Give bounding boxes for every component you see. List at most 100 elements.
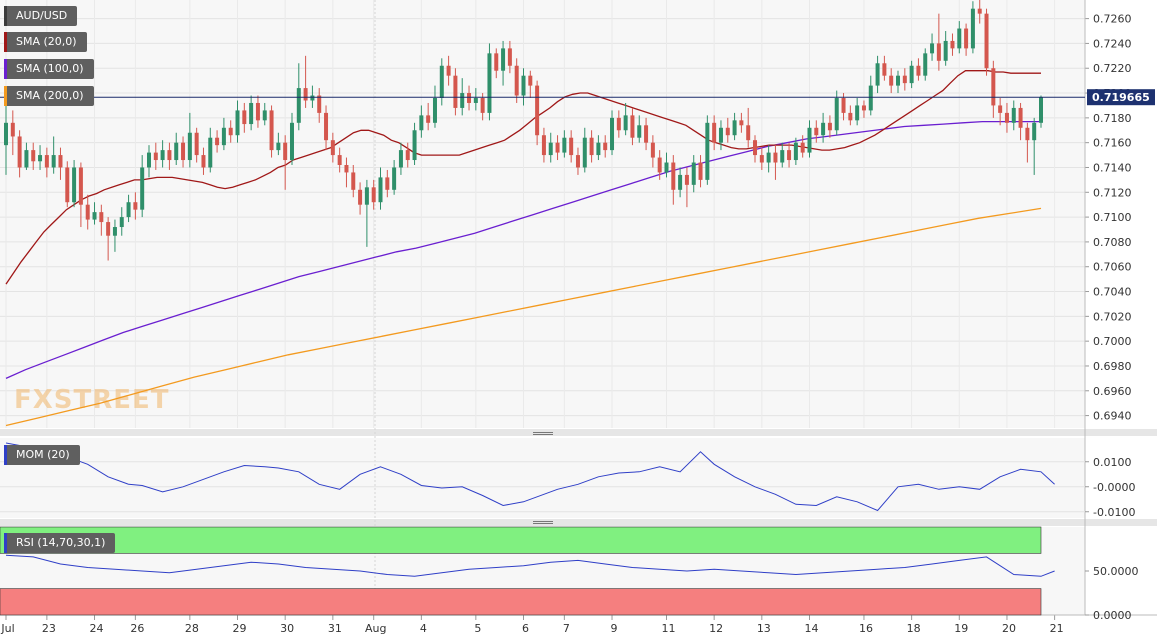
legend-label: SMA (200,0) [16, 89, 84, 102]
pane-grip-line [533, 521, 553, 522]
candle-body [575, 155, 580, 168]
candle-body [698, 162, 703, 180]
candle-body [535, 85, 540, 136]
candle-body [426, 115, 431, 123]
y-tick-label: 50.0000 [1093, 565, 1139, 578]
candle-body [51, 155, 56, 168]
candle-body [228, 127, 233, 136]
candle-body [834, 98, 839, 131]
y-tick-label: 0.6940 [1093, 410, 1132, 423]
x-tick-label: 28 [185, 622, 199, 635]
x-tick-label: 18 [907, 622, 921, 635]
y-tick-label: -0.0100 [1093, 506, 1135, 519]
candle-body [385, 177, 390, 190]
candle-body [167, 150, 172, 161]
x-tick-label: 4 [420, 622, 427, 635]
pane-separator [0, 519, 1157, 526]
candle-body [78, 167, 83, 205]
candle-body [705, 122, 710, 180]
candle-body [160, 150, 165, 161]
candle-body [337, 155, 342, 165]
candle-body [507, 48, 512, 66]
candle-body [65, 167, 70, 203]
candle-body [303, 88, 308, 101]
legend-chip-3[interactable]: SMA (200,0) [4, 86, 94, 106]
candle-body [215, 137, 220, 146]
candle-body [589, 137, 594, 156]
sma-200-line [5, 207, 1042, 427]
candle-body [289, 122, 294, 161]
candle-body [562, 137, 567, 153]
candle-body [405, 150, 410, 161]
pane-grip-line [533, 434, 553, 435]
candle-body [4, 122, 8, 146]
candle-body [1018, 107, 1023, 128]
candle-body [174, 142, 179, 161]
legend-chip-2[interactable]: SMA (100,0) [4, 59, 94, 79]
x-tick-label: 13 [757, 622, 771, 635]
rsi-oversold-band [0, 588, 1042, 616]
candle-body [194, 132, 199, 156]
x-tick-label: 14 [804, 622, 818, 635]
legend-label: RSI (14,70,30,1) [16, 536, 106, 549]
legend-chip-0[interactable]: AUD/USD [4, 6, 78, 26]
x-tick-label: 21 [1050, 622, 1064, 635]
candle-body [235, 110, 240, 136]
main-panel-bg [0, 0, 1085, 428]
candle-body [528, 75, 533, 86]
candle-body [753, 140, 758, 156]
candle-body [501, 48, 506, 71]
candle-body [351, 172, 356, 190]
y-tick-label: 0.7020 [1093, 310, 1132, 323]
candle-body [17, 136, 22, 168]
pane-separator [0, 429, 1157, 436]
candle-body [637, 125, 642, 138]
candle-body [119, 217, 124, 228]
last-price-label: 0.719665 [1092, 91, 1150, 104]
candle-body [841, 98, 846, 113]
mom-line [5, 442, 1055, 512]
x-tick-label: 24 [90, 622, 104, 635]
y-tick-label: -0.0000 [1093, 481, 1135, 494]
candle-body [970, 8, 975, 49]
candle-body [446, 65, 451, 76]
candle-body [296, 88, 301, 123]
candle-body [514, 65, 519, 96]
candle-body [92, 212, 97, 220]
y-tick-label: 0.7060 [1093, 261, 1132, 274]
candle-body [24, 150, 29, 168]
candle-body [991, 68, 996, 106]
candle-body [889, 75, 894, 86]
candle-body [793, 142, 798, 161]
candle-body [364, 187, 369, 205]
candle-body [923, 53, 928, 76]
candle-body [998, 105, 1003, 113]
rsi-legend-chip[interactable]: RSI (14,70,30,1) [4, 533, 116, 553]
mom-legend-chip[interactable]: MOM (20) [4, 445, 80, 465]
candle-body [330, 140, 335, 156]
candle-body [262, 110, 267, 121]
candle-body [977, 8, 982, 14]
x-tick-label: Jul [0, 622, 14, 635]
candle-body [657, 157, 662, 173]
x-tick-label: 12 [709, 622, 723, 635]
x-tick-label: 20 [1002, 622, 1016, 635]
candle-body [861, 105, 866, 111]
legend-label: SMA (100,0) [16, 62, 84, 75]
candle-body [249, 102, 254, 125]
x-tick-label: 6 [522, 622, 529, 635]
candle-body [419, 115, 424, 131]
candle-body [821, 122, 826, 136]
y-tick-label: 0.7040 [1093, 286, 1132, 299]
candle-body [153, 152, 158, 161]
candle-body [31, 150, 36, 162]
candle-body [807, 127, 812, 153]
candle-body [358, 189, 363, 205]
candle-body [943, 40, 948, 61]
x-tick-label: 7 [563, 622, 570, 635]
candle-body [521, 75, 526, 96]
candle-body [480, 98, 485, 113]
legend-chip-1[interactable]: SMA (20,0) [4, 32, 87, 52]
x-tick-label: 19 [954, 622, 968, 635]
candle-body [875, 63, 880, 86]
